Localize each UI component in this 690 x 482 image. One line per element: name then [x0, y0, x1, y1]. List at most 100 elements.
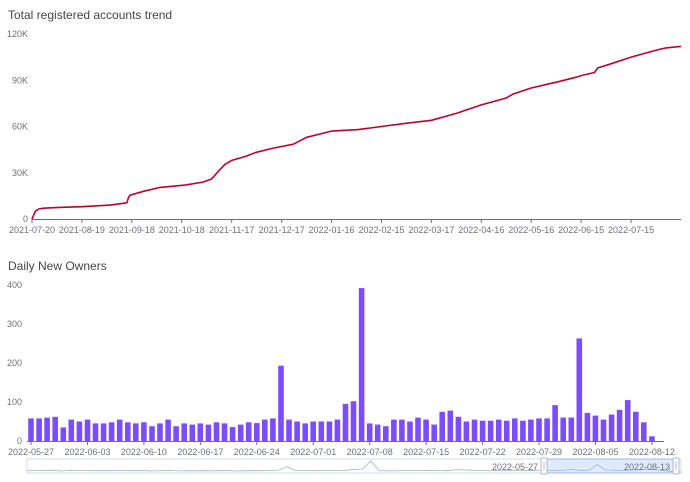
bar — [560, 417, 566, 441]
x-tick-label: 2022-08-05 — [572, 447, 618, 457]
bar — [641, 422, 647, 441]
series-line — [31, 45, 682, 220]
y-tick-label: 100 — [7, 397, 22, 407]
bar — [100, 423, 107, 441]
bar — [237, 424, 244, 441]
bar — [173, 426, 179, 441]
bar — [487, 420, 494, 441]
x-tick-label: 2022-06-15 — [558, 225, 604, 235]
bar — [189, 424, 196, 441]
x-tick-label: 2022-07-15 — [608, 225, 654, 235]
bar-chart: 0 100 200 300 400 2022-05-27 2022-06-03 2022-06… — [7, 280, 675, 457]
bar — [310, 421, 316, 441]
bar — [326, 421, 333, 441]
bar — [520, 420, 526, 441]
line-chart-title: Total registered accounts trend — [8, 8, 173, 22]
bar — [512, 418, 518, 441]
bar — [197, 423, 204, 441]
bar — [649, 436, 655, 441]
x-tick-label: 2022-07-01 — [290, 447, 336, 457]
x-tick-label: 2022-08-12 — [629, 447, 675, 457]
x-tick-label: 2022-02-15 — [358, 225, 404, 235]
bar — [254, 423, 260, 441]
y-tick-label: 0 — [17, 436, 22, 446]
bar — [149, 426, 155, 441]
bar — [366, 423, 373, 441]
bar — [374, 424, 381, 441]
bar — [221, 423, 228, 441]
x-tick-label: 2022-07-29 — [516, 447, 562, 457]
bar — [415, 417, 421, 441]
bar — [439, 411, 445, 442]
bar — [181, 423, 187, 441]
bar — [423, 419, 429, 441]
x-tick-label: 2022-04-16 — [458, 225, 504, 235]
bar — [407, 421, 413, 441]
x-tick-label: 2021-10-18 — [159, 225, 205, 235]
bar — [495, 419, 502, 441]
bar — [36, 418, 42, 441]
bar — [391, 419, 397, 441]
bar — [447, 410, 454, 441]
bar — [116, 419, 123, 441]
y-tick-label: 90K — [12, 75, 28, 85]
bar — [68, 419, 75, 441]
bar — [552, 405, 558, 441]
bar — [503, 420, 510, 441]
bar — [544, 418, 550, 441]
datazoom-end-label: 2022-08-13 — [624, 462, 670, 472]
bar — [245, 422, 252, 441]
x-tick-label: 2022-06-24 — [234, 447, 280, 457]
y-tick-label: 400 — [7, 280, 22, 290]
y-tick-label: 0 — [23, 214, 28, 224]
line-chart: 0 30K 60K 90K 120K 2021-07-20 2021-08-19 2021-0… — [7, 29, 682, 235]
bar — [528, 419, 534, 441]
bar — [616, 409, 623, 441]
bar — [455, 416, 462, 441]
x-tick-label: 2022-06-17 — [177, 447, 223, 457]
bar — [229, 427, 236, 441]
bar — [302, 423, 308, 441]
bar — [624, 400, 631, 441]
y-tick-label: 300 — [7, 319, 22, 329]
bar — [592, 415, 599, 441]
bar — [358, 288, 365, 441]
x-tick-label: 2021-12-17 — [259, 225, 305, 235]
datazoom-track[interactable] — [26, 458, 682, 474]
bar — [479, 420, 486, 441]
y-tick-label: 60K — [12, 122, 28, 132]
bar — [92, 423, 99, 441]
bar — [28, 418, 34, 441]
bar — [165, 419, 171, 441]
bar — [262, 419, 268, 441]
x-tick-label: 2021-09-18 — [109, 225, 155, 235]
bar — [125, 422, 131, 441]
datazoom-start-label: 2022-05-27 — [492, 462, 538, 472]
bar — [568, 417, 575, 441]
bar — [431, 424, 437, 441]
bar — [278, 365, 284, 441]
bar — [471, 419, 478, 441]
bar — [608, 414, 615, 441]
bar — [286, 419, 292, 441]
bar — [342, 403, 349, 441]
x-tick-label: 2021-08-19 — [59, 225, 105, 235]
bar — [84, 419, 91, 441]
y-tick-label: 120K — [7, 29, 28, 39]
bar — [213, 422, 220, 441]
bar — [141, 422, 147, 441]
bar-chart-title: Daily New Owners — [8, 259, 107, 273]
bar — [205, 424, 212, 441]
x-tick-label: 2021-11-17 — [209, 225, 254, 235]
y-tick-label: 30K — [12, 168, 28, 178]
datazoom-slider[interactable]: 2022-05-27 2022-08-13 — [26, 457, 682, 475]
x-tick-label: 2022-06-03 — [64, 447, 110, 457]
bar — [600, 419, 607, 441]
x-tick-label: 2022-05-27 — [8, 447, 54, 457]
x-tick-label: 2021-07-20 — [9, 225, 55, 235]
bar — [383, 426, 389, 441]
datazoom-preview — [27, 460, 682, 473]
bar — [633, 411, 639, 442]
x-tick-label: 2022-05-16 — [508, 225, 554, 235]
